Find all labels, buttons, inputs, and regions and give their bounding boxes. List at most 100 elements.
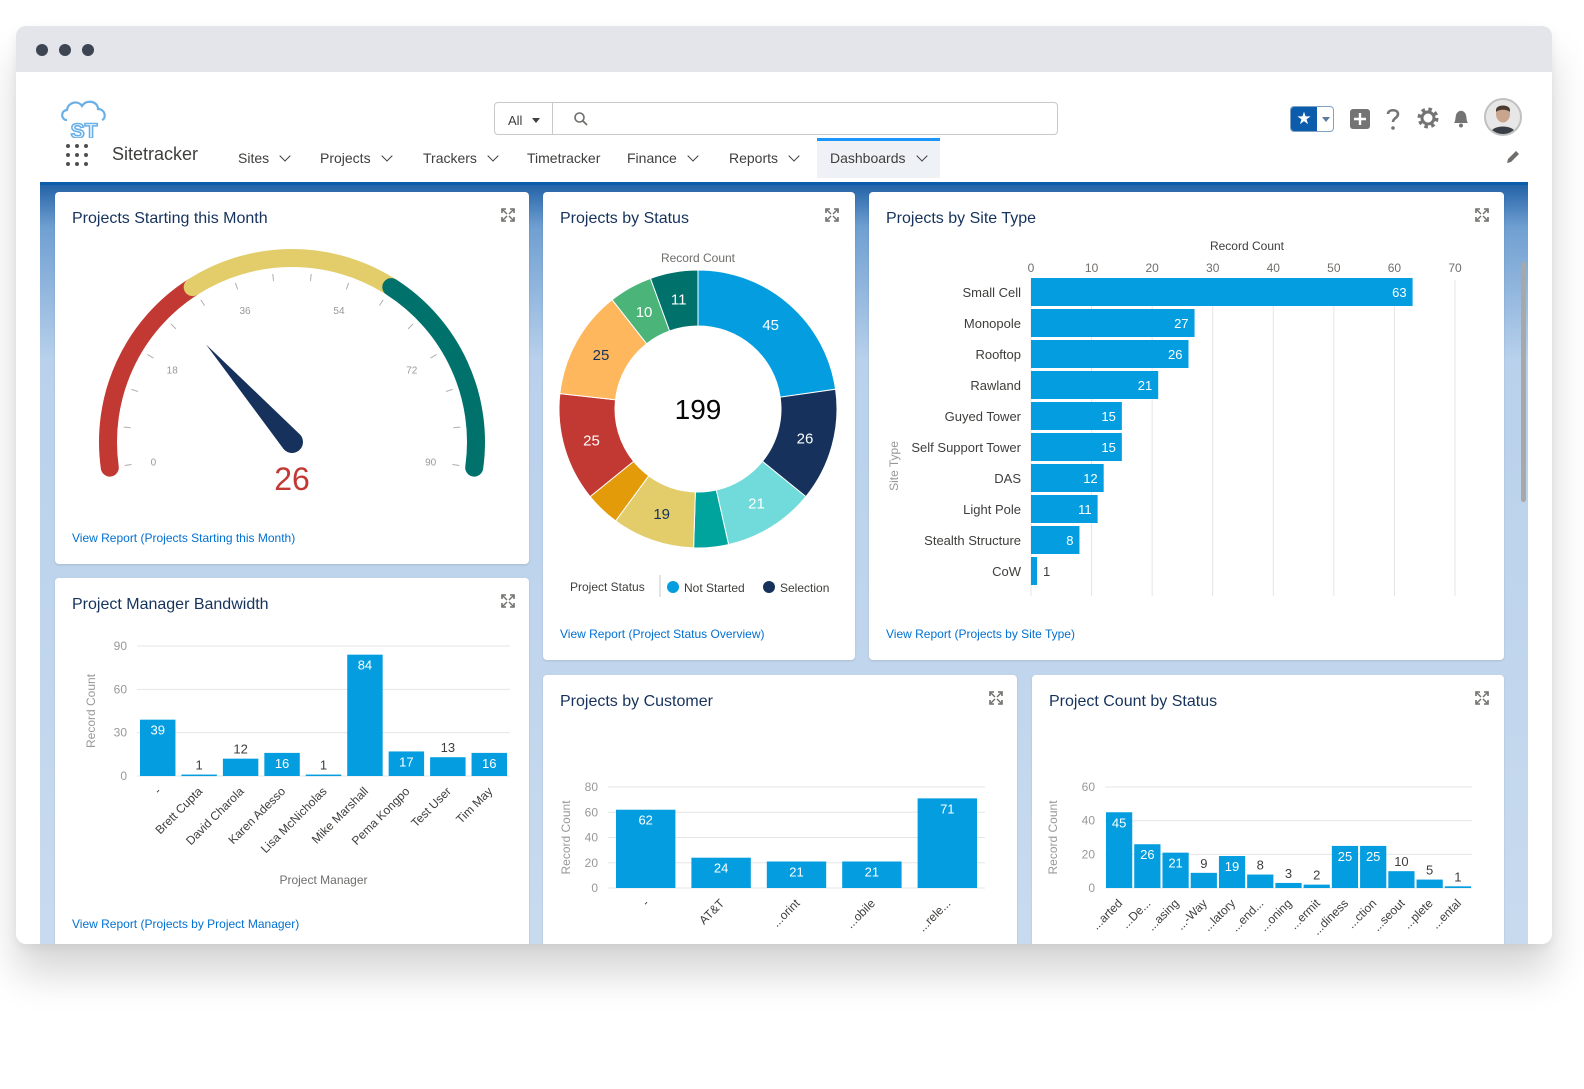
- view-report-link[interactable]: View Report (Project Status Overview): [560, 627, 765, 641]
- donut-slice-label: 45: [762, 317, 779, 334]
- bar: [305, 774, 342, 777]
- pencil-icon[interactable]: [1504, 148, 1522, 166]
- bar-value-label: 15: [1101, 409, 1115, 424]
- bar-value-label: 12: [233, 742, 247, 757]
- favorites-button[interactable]: ★: [1290, 106, 1334, 132]
- x-tick-label: 60: [1388, 261, 1402, 275]
- chevron-down-icon[interactable]: [380, 150, 393, 162]
- x-tick-label: ...arted: [1089, 896, 1125, 932]
- view-report-link[interactable]: View Report (Projects Starting this Mont…: [72, 531, 296, 545]
- bar: [1416, 879, 1443, 888]
- gauge-tick: [131, 388, 139, 393]
- chevron-down-icon[interactable]: [687, 150, 699, 162]
- gauge-tick-label: 36: [239, 306, 251, 317]
- bar-value-label: 3: [1285, 866, 1292, 881]
- avatar[interactable]: [1484, 98, 1522, 136]
- nav-item-label: Trackers: [423, 150, 477, 166]
- y-tick-label: Rawland: [970, 378, 1021, 393]
- chevron-down-icon[interactable]: [915, 150, 928, 162]
- browser-window: ST All ★ Sitetracker Sites Projects Tracke…: [16, 26, 1552, 944]
- card-projects-by-status: Projects by Status Record Count 45 26 21 19 2…: [543, 192, 855, 660]
- title-bar: [16, 26, 1552, 72]
- gear-icon[interactable]: [1416, 106, 1440, 130]
- nav-item-timetracker[interactable]: Timetracker: [527, 138, 600, 178]
- gauge-tick-label: 18: [167, 365, 179, 376]
- nav-item-label: Timetracker: [527, 150, 601, 166]
- y-tick-label: CoW: [992, 564, 1022, 579]
- window-close-dot[interactable]: [36, 44, 48, 56]
- app-launcher-icon[interactable]: [66, 144, 90, 168]
- add-icon[interactable]: [1349, 108, 1371, 130]
- chevron-down-icon[interactable]: [279, 150, 291, 162]
- scrollbar[interactable]: [1521, 262, 1526, 502]
- card-title: Project Count by Status: [1049, 693, 1218, 710]
- window-maximize-dot[interactable]: [82, 44, 94, 56]
- nav-item-trackers[interactable]: Trackers: [423, 138, 499, 178]
- x-tick-label: Test User: [408, 784, 454, 830]
- bar: [347, 654, 383, 776]
- donut-slice-label: 21: [748, 495, 765, 512]
- nav-item-reports[interactable]: Reports: [729, 138, 800, 178]
- sitetracker-logo[interactable]: ST: [58, 98, 112, 142]
- expand-icon[interactable]: [1475, 691, 1489, 705]
- expand-icon[interactable]: [989, 691, 1003, 705]
- gauge-needle: [206, 344, 303, 453]
- x-tick-label: ...rele...: [915, 896, 953, 934]
- chevron-down-icon[interactable]: [788, 150, 800, 162]
- nav-item-projects[interactable]: Projects: [320, 138, 393, 178]
- expand-icon[interactable]: [501, 208, 515, 222]
- gauge-tick: [147, 354, 154, 359]
- donut-slice-label: 25: [593, 347, 610, 364]
- nav-item-label: Projects: [320, 150, 371, 166]
- y-tick-label: 20: [1082, 847, 1096, 861]
- view-report-link[interactable]: View Report (Projects by Site Type): [886, 627, 1075, 641]
- expand-icon[interactable]: [825, 208, 839, 222]
- bar-value-label: 1: [320, 758, 327, 773]
- nav-item-sites[interactable]: Sites: [238, 138, 291, 178]
- bar-value-label: 11: [1078, 502, 1092, 517]
- bar: [1031, 526, 1080, 554]
- bell-icon[interactable]: [1450, 107, 1472, 129]
- bar: [1106, 812, 1133, 888]
- x-tick-label: -: [151, 784, 164, 797]
- help-icon[interactable]: [1384, 106, 1402, 132]
- x-tick-label: AT&T: [696, 896, 727, 927]
- donut-slice-label: 25: [583, 432, 600, 449]
- donut-chart: Record Count 45 26 21 19 25 25 10 11 199 Project S…: [558, 251, 838, 597]
- bar: [1190, 872, 1217, 888]
- bar: [1031, 402, 1122, 430]
- bar-value-label: 24: [714, 861, 728, 876]
- bar-value-label: 21: [865, 864, 879, 879]
- gauge-tick: [123, 426, 131, 429]
- bar-value-label: 62: [638, 813, 652, 828]
- nav-item-dashboards[interactable]: Dashboards: [817, 138, 940, 178]
- global-search[interactable]: All: [494, 102, 1058, 135]
- y-tick-label: DAS: [994, 471, 1021, 486]
- dashboard-canvas: Projects Starting this Month 0 18 36 54 72 90…: [40, 182, 1528, 944]
- gauge-band: [382, 278, 485, 477]
- user-photo: [1486, 100, 1520, 134]
- y-tick-label: 40: [585, 831, 599, 845]
- search-scope-select[interactable]: All: [495, 103, 553, 134]
- y-tick-label: 60: [1082, 780, 1096, 794]
- y-tick-label: Stealth Structure: [924, 533, 1021, 548]
- nav-item-finance[interactable]: Finance: [627, 138, 699, 178]
- view-report-link[interactable]: View Report (Projects by Project Manager…: [72, 917, 300, 931]
- y-tick-label: 90: [114, 639, 128, 653]
- card-projects-starting-this-month: Projects Starting this Month 0 18 36 54 72 90…: [55, 192, 529, 564]
- axis-label: Record Count: [661, 251, 736, 265]
- donut-slice-label: 19: [653, 506, 670, 523]
- gauge-band: [183, 249, 401, 297]
- expand-icon[interactable]: [1475, 208, 1489, 222]
- chevron-down-icon[interactable]: [487, 150, 499, 162]
- bar: [388, 751, 425, 776]
- expand-icon[interactable]: [501, 594, 515, 608]
- bar: [1303, 884, 1330, 888]
- app-name: Sitetracker: [112, 144, 199, 164]
- search-input[interactable]: [595, 108, 1035, 130]
- donut-slice-label: 26: [797, 431, 814, 448]
- window-minimize-dot[interactable]: [59, 44, 71, 56]
- bar-value-label: 10: [1394, 854, 1408, 869]
- card-project-manager-bandwidth: Project Manager Bandwidth 0 30 60 90 Record …: [55, 578, 529, 944]
- gauge-tick: [272, 274, 275, 282]
